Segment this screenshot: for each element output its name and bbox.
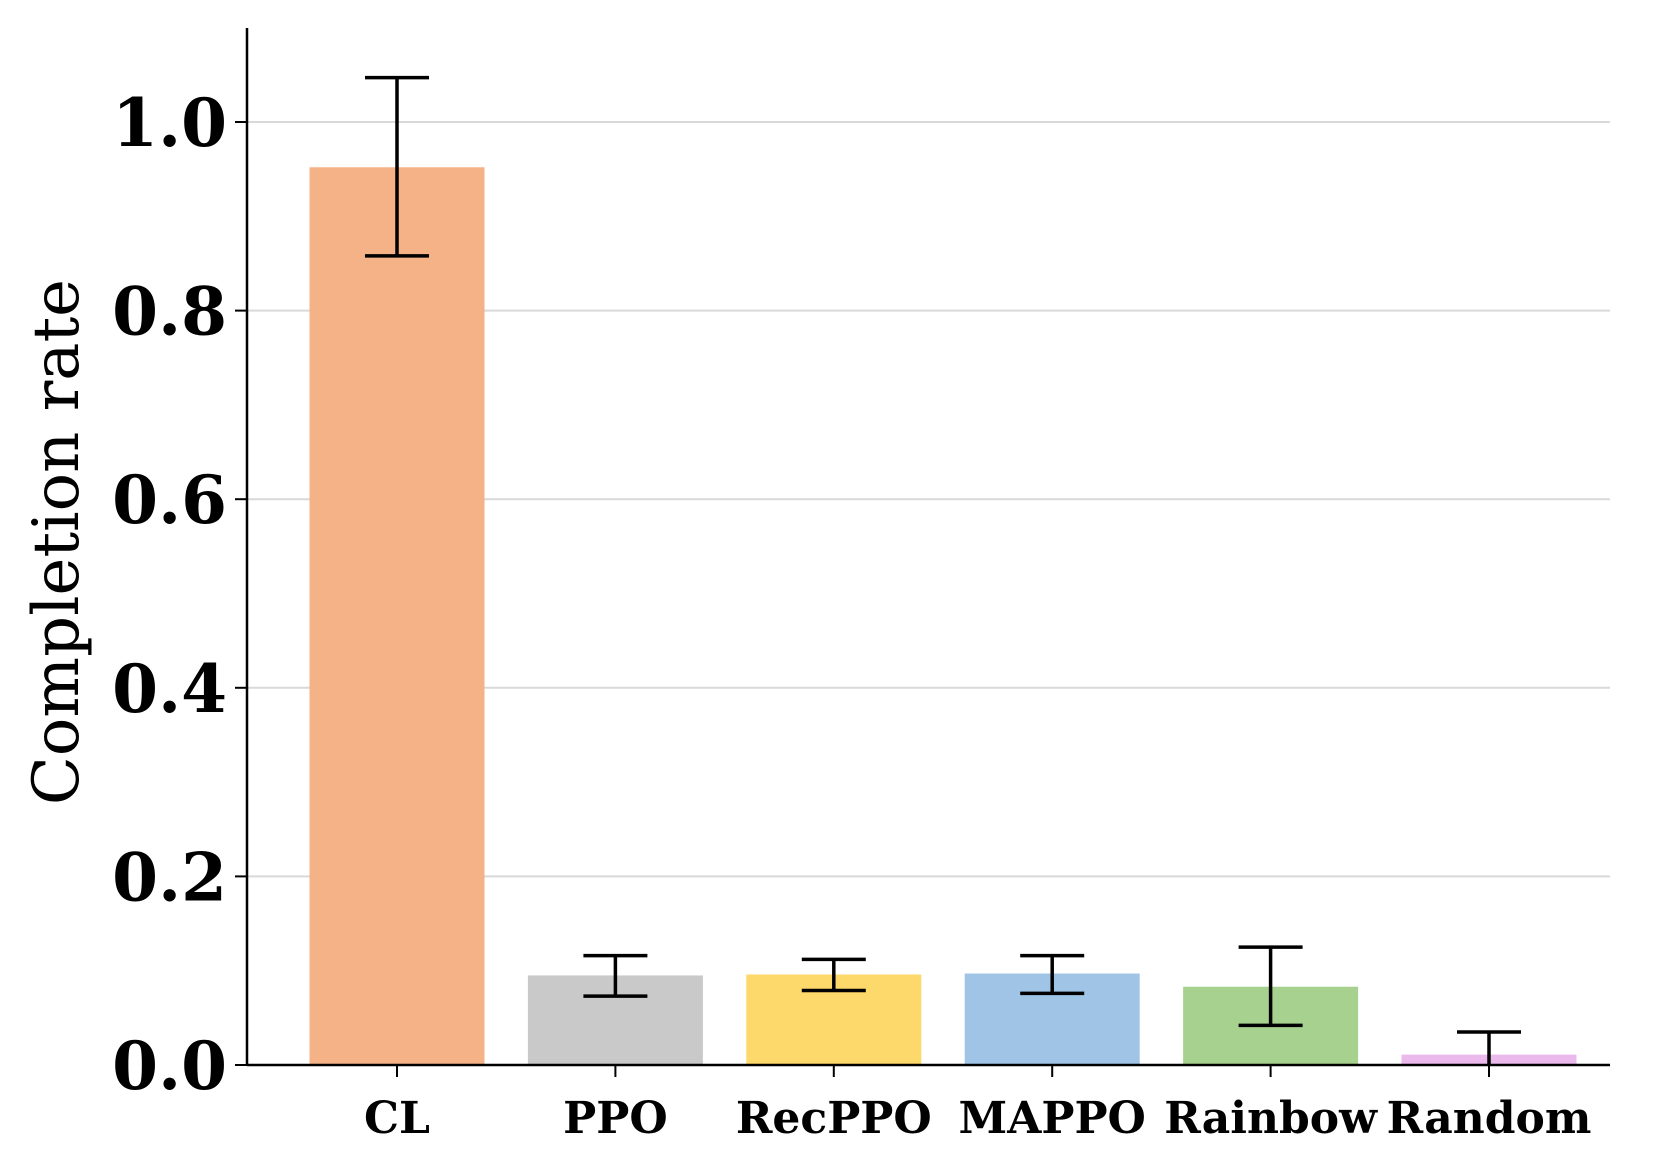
y-tick-label: 0.4 xyxy=(112,650,227,728)
x-tick-label: PPO xyxy=(563,1093,668,1144)
x-tick-label: RecPPO xyxy=(736,1093,932,1144)
axes xyxy=(245,28,1610,1067)
x-tick-label: Random xyxy=(1387,1093,1592,1144)
y-tick-label: 0.2 xyxy=(112,838,227,916)
x-ticks: CL PPO RecPPO MAPPO Rainbow Random xyxy=(364,1065,1591,1144)
y-tick-label: 0.6 xyxy=(112,461,227,539)
bars xyxy=(309,167,1577,1065)
y-tick-label: 0.8 xyxy=(112,273,227,351)
bar xyxy=(309,167,485,1065)
x-tick-label: MAPPO xyxy=(959,1093,1146,1144)
y-tick-label: 1.0 xyxy=(112,84,227,162)
y-ticks: 0.0 0.2 0.4 0.6 0.8 1.0 xyxy=(112,84,247,1105)
x-tick-label: Rainbow xyxy=(1164,1093,1378,1144)
y-axis-label: Completion rate xyxy=(20,279,94,805)
y-tick-label: 0.0 xyxy=(112,1027,227,1105)
x-tick-label: CL xyxy=(364,1093,430,1144)
error-bars xyxy=(365,75,1521,1065)
